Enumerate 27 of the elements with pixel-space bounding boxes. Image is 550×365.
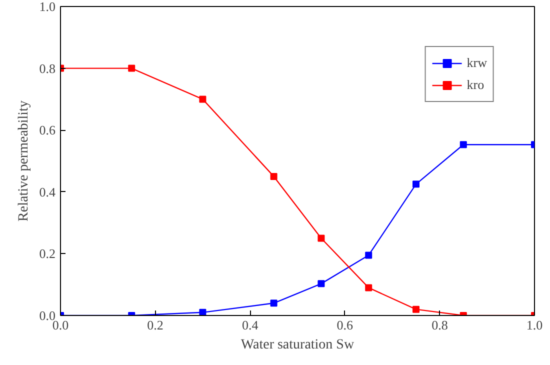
x-tick-label: 0.4 [242, 318, 259, 332]
point [199, 308, 206, 316]
x-tick-label: 0.8 [432, 318, 448, 332]
point [318, 234, 325, 242]
y-tick-label: 0.2 [39, 246, 56, 262]
y-tick-label: 0.8 [39, 60, 56, 76]
point [365, 252, 372, 259]
point [199, 96, 206, 103]
x-tick-label: 0.6 [336, 318, 354, 332]
y-axis-title: Relative permeability [16, 100, 32, 222]
y-tick-label: 0.4 [39, 184, 56, 200]
point [412, 306, 420, 313]
x-axis-title: Water saturation Sw [240, 338, 355, 352]
y-tick-label: 0.6 [39, 122, 56, 138]
point [412, 180, 420, 188]
y-tick-label: 0.0 [39, 308, 56, 323]
point [365, 284, 372, 292]
legend-label: kro [466, 77, 486, 93]
point [128, 64, 136, 72]
legend-label: krw [466, 55, 487, 71]
y-tick-label: 1.0 [39, 0, 56, 14]
point [270, 300, 278, 307]
point [318, 280, 325, 288]
point [270, 172, 278, 180]
x-tick-label: 1.0 [526, 318, 543, 332]
point [460, 141, 467, 148]
x-tick-label: 0.2 [147, 318, 164, 332]
